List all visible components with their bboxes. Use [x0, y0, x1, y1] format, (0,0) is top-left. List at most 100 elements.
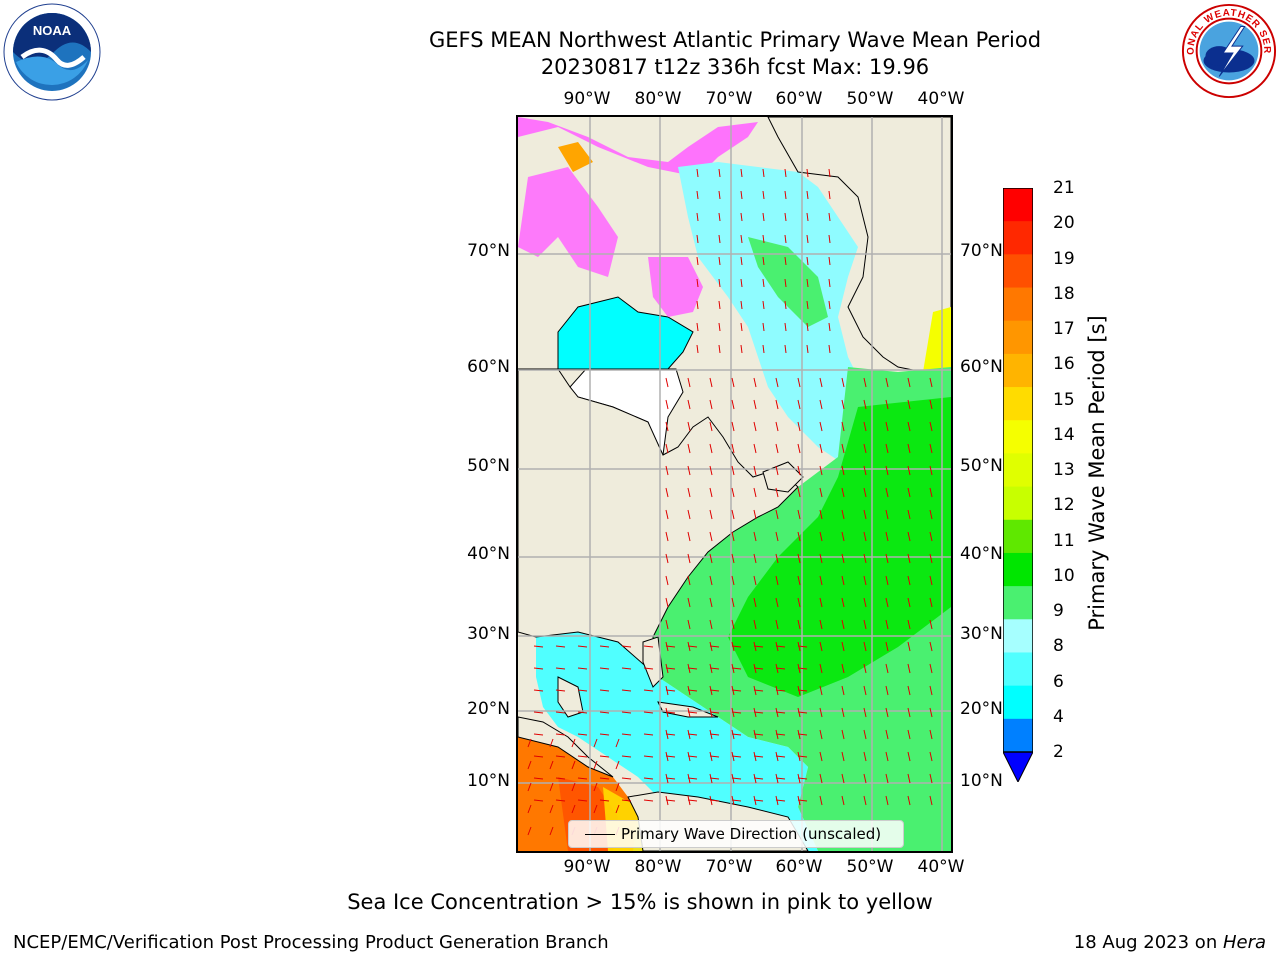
wave-arrow — [863, 487, 867, 498]
wave-arrow — [731, 465, 735, 476]
wave-arrow — [709, 531, 713, 542]
colorbar-block — [1003, 453, 1033, 488]
wave-arrow — [665, 575, 669, 586]
colorbar — [1003, 188, 1033, 782]
wave-arrow — [841, 685, 845, 696]
colorbar-blocks — [1003, 188, 1033, 753]
wave-arrow — [775, 667, 786, 670]
wave-arrow — [621, 689, 632, 692]
graticule — [518, 117, 951, 851]
wave-arrow — [687, 421, 691, 432]
wave-arrow — [797, 509, 801, 520]
wave-arrow — [687, 443, 691, 454]
wave-arrow — [718, 168, 721, 178]
wave-arrow — [907, 707, 911, 718]
wave-arrow — [533, 733, 544, 736]
wave-arrow — [687, 711, 698, 714]
wave-arrow — [615, 760, 620, 770]
wave-arrow — [615, 782, 620, 792]
wave-arrow — [709, 733, 720, 736]
wave-arrow — [797, 711, 808, 714]
wave-arrow — [709, 465, 713, 476]
wave-arrow — [753, 711, 764, 714]
legend-line-swatch — [585, 834, 615, 835]
wave-arrow — [740, 278, 743, 288]
wave-arrow — [907, 553, 911, 564]
wave-arrow — [885, 465, 889, 476]
wave-arrow — [806, 168, 809, 178]
lon-label-top: 40°W — [917, 89, 965, 109]
colorbar-block — [1003, 188, 1033, 222]
wave-arrow — [797, 575, 801, 586]
wave-arrow — [775, 619, 779, 630]
wave-arrow — [806, 212, 809, 222]
wave-arrow — [665, 711, 676, 714]
wave-arrow — [828, 344, 831, 354]
wave-arrow — [841, 377, 845, 388]
colorbar-tick-label: 15 — [1053, 389, 1075, 410]
wave-arrow — [753, 799, 764, 802]
wave-arrow — [621, 755, 632, 758]
wave-arrow — [731, 689, 742, 692]
wave-arrow — [577, 777, 588, 780]
wave-arrow — [593, 782, 598, 792]
wave-arrow — [740, 190, 743, 200]
lon-label-bottom: 60°W — [775, 857, 823, 877]
colorbar-block — [1003, 586, 1033, 620]
wave-arrow — [885, 575, 889, 586]
wave-arrow — [643, 667, 654, 670]
wave-arrow — [555, 645, 566, 648]
wave-arrow — [621, 645, 632, 648]
wave-arrow — [731, 421, 735, 432]
lat-label-right: 70°N — [960, 241, 1003, 261]
wave-arrow — [718, 234, 721, 244]
wave-arrow — [665, 531, 669, 542]
lat-label-left: 40°N — [467, 544, 510, 564]
wave-arrow — [731, 667, 742, 670]
wave-arrow — [863, 641, 867, 652]
wave-arrow — [863, 707, 867, 718]
wave-arrow — [533, 777, 544, 780]
wave-arrow — [687, 689, 698, 692]
wave-arrow — [753, 509, 757, 520]
wave-arrow — [929, 531, 933, 542]
wave-arrow — [929, 641, 933, 652]
wave-arrow — [819, 795, 823, 806]
wave-arrow — [841, 707, 845, 718]
wave-arrow — [841, 619, 845, 630]
wave-arrow — [740, 344, 743, 354]
wave-arrow — [555, 777, 566, 780]
wave-arrow — [643, 733, 654, 736]
wave-arrow — [863, 553, 867, 564]
wave-arrow — [577, 667, 588, 670]
wave-arrow — [797, 465, 801, 476]
colorbar-block — [1003, 619, 1033, 653]
wave-arrow — [828, 212, 831, 222]
wave-arrow — [863, 575, 867, 586]
wave-arrow — [784, 322, 787, 332]
wave-arrow — [577, 711, 588, 714]
wave-arrow — [841, 663, 845, 674]
wave-arrow — [819, 597, 823, 608]
wave-arrow — [797, 619, 801, 630]
wave-arrow — [527, 760, 532, 770]
lon-label-bottom: 90°W — [563, 857, 611, 877]
wave-arrow — [907, 729, 911, 740]
wave-arrow — [885, 729, 889, 740]
wave-arrow — [533, 799, 544, 802]
wave-arrow — [885, 707, 889, 718]
wave-arrow — [731, 399, 735, 410]
wave-arrow — [828, 190, 831, 200]
wave-arrow — [621, 799, 632, 802]
sea-ice-channels — [518, 167, 618, 277]
wave-arrow — [718, 278, 721, 288]
wave-arrow — [762, 234, 765, 244]
colorbar-block — [1003, 552, 1033, 587]
wave-arrow — [885, 597, 889, 608]
wave-arrow — [841, 751, 845, 762]
wave-arrow — [599, 689, 610, 692]
wave-arrow — [709, 799, 720, 802]
wave-arrow — [621, 777, 632, 780]
wave-arrow — [709, 509, 713, 520]
wave-arrow — [571, 782, 576, 792]
